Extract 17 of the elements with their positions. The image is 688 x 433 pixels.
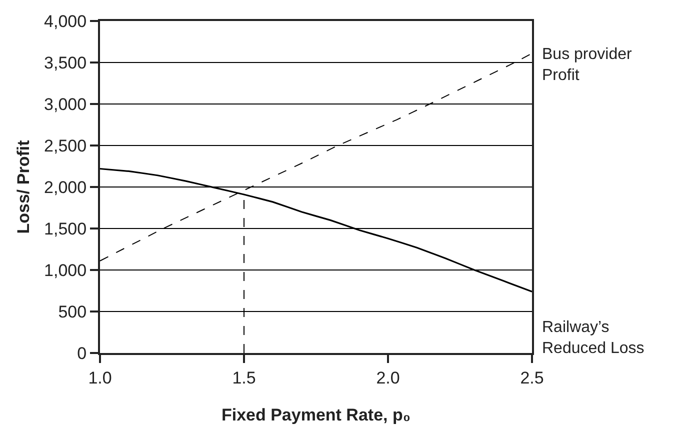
series-label: Railway’s Reduced Loss [542,319,644,357]
x-axis-title: Fixed Payment Rate, p₀ [221,405,411,424]
y-tick-label: 1,500 [44,219,87,238]
x-tick-label: 2.5 [520,368,544,388]
y-tick-label: 2,000 [44,178,87,197]
series-label: Bus provider Profit [542,46,632,84]
y-tick-label: 0 [77,344,87,363]
y-tick-label: 3,000 [44,94,87,114]
x-tick-label: 1.5 [232,368,256,388]
y-tick-label: 4,000 [44,12,87,31]
y-tick-label: 500 [58,302,87,322]
x-tick-label: 1.0 [88,368,112,388]
y-tick-label: 1,000 [44,260,87,280]
y-axis-title: Loss/ Profit [14,140,34,234]
x-tick-label: 2.0 [376,368,400,388]
y-tick-label: 3,500 [44,53,87,72]
y-tick-label: 2,500 [44,136,87,156]
